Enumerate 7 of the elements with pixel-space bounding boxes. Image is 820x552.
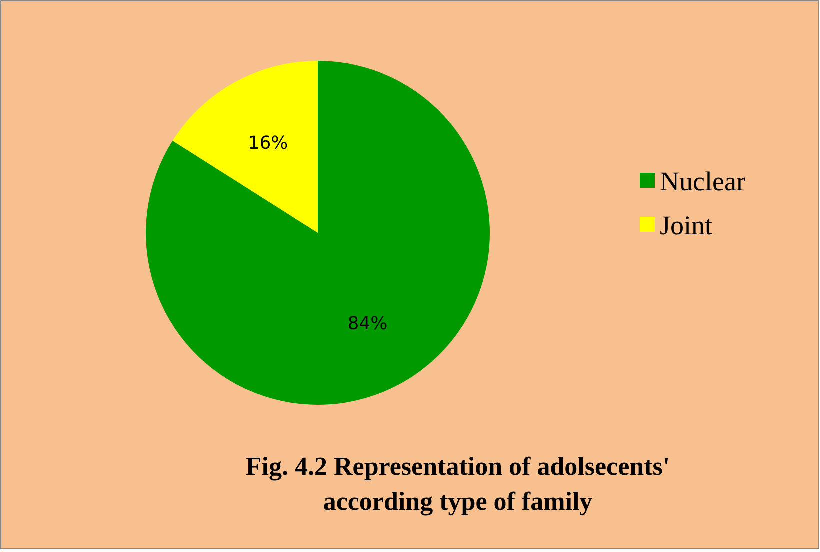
data-label: 16% — [248, 132, 288, 154]
text: Fig. 4.2 Representation of adolsecents' according type of family — [246, 452, 670, 516]
legend-label: Joint — [660, 210, 714, 240]
pie-slice — [146, 61, 490, 405]
data-label: 84% — [348, 314, 388, 335]
legend-label: Nuclear — [660, 166, 746, 196]
pie-slice — [172, 61, 318, 233]
